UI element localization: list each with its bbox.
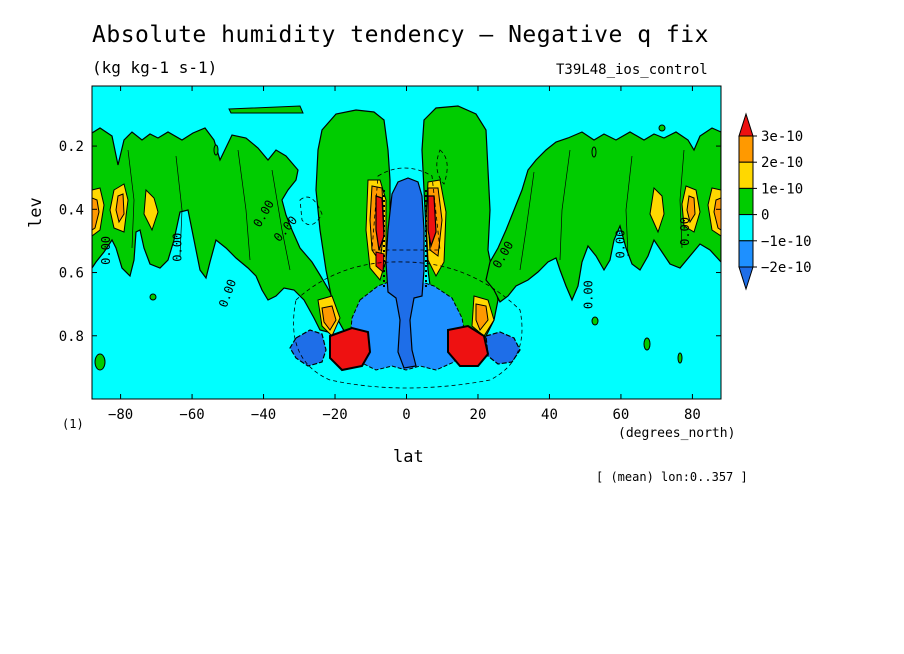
south-red-maximum [329,326,372,372]
lower-right-blue [485,331,521,365]
colorbar-bin [738,214,754,242]
spot-3 [591,316,599,326]
spot-4 [643,337,651,351]
colorbar-bin [738,135,754,163]
lower-right-orange [475,303,489,331]
left-positive-region [92,127,339,333]
right-positive-region [485,127,721,303]
colorbar-label: 1e-10 [761,181,803,197]
colorbar-bin [738,161,754,189]
contour-fills [92,86,721,399]
spot-1 [94,353,106,371]
chart-title: Absolute humidity tendency — Negative q … [92,22,709,48]
dashed-contour-1 [293,261,523,389]
run-name: T39L48_ios_control [556,62,708,78]
x-tick-label: 0 [402,407,410,423]
y-tick-label: 0.2 [59,139,84,155]
y-axis: 0.2 0.4 0.6 0.8 [59,139,721,345]
left-orange-1 [115,193,125,224]
colorbar-label: −2e-10 [761,260,812,276]
x-tick-label: −20 [322,407,347,423]
dashed-contour-3 [299,196,323,226]
colorbar-bin [738,187,754,216]
x-tick-label: −60 [179,407,204,423]
left-center-red [375,195,385,251]
x-axis-label: lat [393,447,424,467]
colorbar-label: 3e-10 [761,129,803,145]
spot-5 [677,352,683,364]
contour-label: 0.00 [678,217,692,246]
lower-left-orange [321,305,337,331]
colorbar-bottom-arrow [738,266,754,291]
colorbar-bin [738,240,754,268]
spot-8 [213,144,219,156]
spot-6 [658,124,666,132]
x-tick-label: −40 [251,407,276,423]
x-tick-label: 60 [613,407,630,423]
contour-label: 0.00 [581,280,595,309]
right-polar-orange [713,197,721,231]
colorbar-label: −1e-10 [761,234,812,250]
x-tick-label: 80 [684,407,701,423]
north-red-maximum [447,324,490,367]
thin-contour-right [519,149,685,271]
x-tick-label: 40 [541,407,558,423]
equatorial-dark-blue-column [385,177,425,369]
right-orange-1 [686,195,696,224]
spot-2 [149,293,157,301]
dashed-contour-2 [371,167,441,251]
x-axis-units: (degrees_north) [618,426,736,441]
top-strip [228,105,304,114]
colorbar-label: 2e-10 [761,155,803,171]
x-tick-label: −80 [108,407,133,423]
dashed-contour-4 [436,149,448,185]
contour-label: 0.00 [614,230,628,259]
y-tick-label: 0.8 [59,329,84,345]
x-axis: −80 −60 −40 −20 0 20 40 60 80 [108,86,701,423]
left-polar-orange [92,197,100,231]
lower-left-blue [289,329,327,367]
spot-7 [591,146,597,158]
colorbar-top-arrow [738,112,754,137]
contour-label: 0.00 [170,233,184,262]
colorbar-label: 0 [761,208,769,224]
contour-label: 0.00 [99,236,113,265]
x-tick-label: 20 [470,407,487,423]
mean-note: [ (mean) lon:0..357 ] [596,470,748,484]
colorbar: 3e-10 2e-10 1e-10 0 −1e-10 −2e-10 [738,112,812,291]
y-tick-label: 0.4 [59,202,84,218]
right-center-red [427,195,437,249]
left-yellow-2 [143,188,159,232]
frame-index: (1) [62,417,84,431]
thin-contour-left [127,149,291,271]
y-tick-label: 0.6 [59,266,84,282]
right-yellow-2 [649,186,665,234]
chart-units: (kg kg-1 s-1) [92,58,218,77]
